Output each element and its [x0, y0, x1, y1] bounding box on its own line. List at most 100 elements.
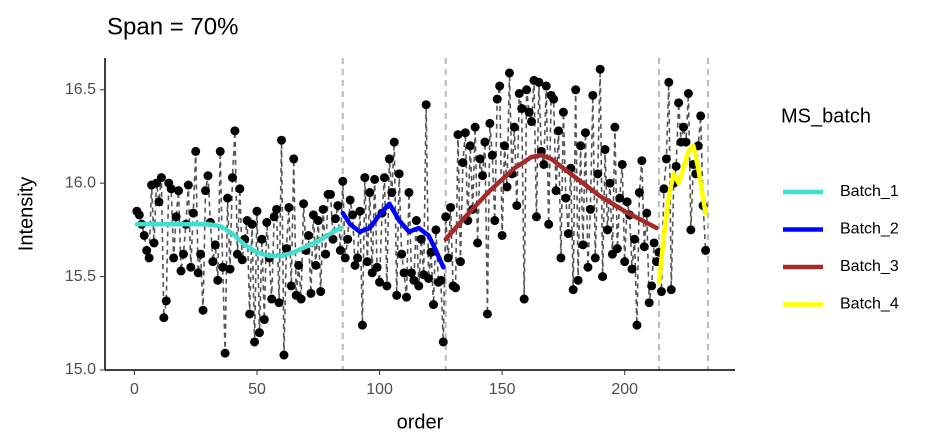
- point: [512, 201, 522, 211]
- point: [482, 309, 492, 319]
- point: [458, 158, 468, 168]
- y-tick-label: 16.0: [65, 174, 96, 191]
- point: [227, 173, 237, 183]
- point: [166, 184, 176, 194]
- point: [556, 253, 566, 263]
- point: [225, 264, 235, 274]
- point: [237, 255, 247, 265]
- point: [262, 217, 272, 227]
- point: [274, 298, 284, 308]
- point: [161, 296, 171, 306]
- point: [590, 253, 600, 263]
- point: [362, 257, 372, 267]
- point: [696, 111, 706, 121]
- point: [588, 90, 598, 100]
- y-axis-label: Intensity: [15, 177, 37, 251]
- point: [174, 186, 184, 196]
- point: [208, 257, 218, 267]
- point: [338, 176, 348, 186]
- point: [531, 212, 541, 222]
- point: [487, 150, 497, 160]
- point: [384, 154, 394, 164]
- point: [296, 294, 306, 304]
- point: [355, 206, 365, 216]
- loess-line: [443, 152, 659, 242]
- loess-line: [134, 222, 343, 259]
- point: [634, 188, 644, 198]
- point: [210, 240, 220, 250]
- legend-title: MS_batch: [781, 105, 871, 127]
- point: [306, 288, 316, 298]
- point: [436, 275, 446, 285]
- point: [365, 188, 375, 198]
- point: [156, 173, 166, 183]
- point: [649, 238, 659, 248]
- point: [629, 234, 639, 244]
- point: [495, 81, 505, 91]
- point: [674, 98, 684, 108]
- point: [254, 328, 264, 338]
- point: [328, 234, 338, 244]
- point: [661, 154, 671, 164]
- point: [519, 294, 529, 304]
- point: [490, 216, 500, 226]
- point: [517, 103, 527, 113]
- point: [605, 178, 615, 188]
- point: [492, 94, 502, 104]
- point: [541, 81, 551, 91]
- point: [598, 272, 608, 282]
- point: [196, 249, 206, 259]
- point: [313, 216, 323, 226]
- point: [544, 219, 554, 229]
- point: [279, 350, 289, 360]
- point: [580, 128, 590, 138]
- point: [424, 273, 434, 283]
- point: [473, 238, 483, 248]
- point: [679, 122, 689, 132]
- point: [213, 275, 223, 285]
- point: [421, 100, 431, 110]
- point: [223, 193, 233, 203]
- point: [203, 171, 213, 181]
- point: [215, 146, 225, 156]
- legend-label: Batch_3: [840, 258, 899, 275]
- point: [554, 126, 564, 136]
- point: [683, 88, 693, 98]
- point: [666, 285, 676, 295]
- point: [169, 253, 179, 263]
- point: [134, 210, 144, 220]
- point: [642, 208, 652, 218]
- point: [318, 204, 328, 214]
- point: [139, 230, 149, 240]
- point: [352, 253, 362, 263]
- point: [259, 315, 269, 325]
- point: [289, 154, 299, 164]
- point: [311, 260, 321, 270]
- x-axis-label: order: [397, 411, 444, 433]
- point: [245, 309, 255, 319]
- x-tick-label: 0: [130, 381, 139, 398]
- point: [186, 262, 196, 272]
- point: [389, 137, 399, 147]
- point: [612, 244, 622, 254]
- point: [504, 68, 514, 78]
- point: [568, 285, 578, 295]
- point: [539, 159, 549, 169]
- point: [460, 128, 470, 138]
- point: [416, 234, 426, 244]
- point: [316, 287, 326, 297]
- point: [149, 238, 159, 248]
- point: [603, 225, 613, 235]
- point: [497, 230, 507, 240]
- point: [600, 145, 610, 155]
- point: [198, 305, 208, 315]
- point: [392, 290, 402, 300]
- point: [414, 281, 424, 291]
- y-tick-label: 15.0: [65, 361, 96, 378]
- point: [267, 294, 277, 304]
- point: [333, 201, 343, 211]
- point: [269, 212, 279, 222]
- point: [585, 204, 595, 214]
- x-tick-label: 100: [366, 381, 393, 398]
- point: [627, 264, 637, 274]
